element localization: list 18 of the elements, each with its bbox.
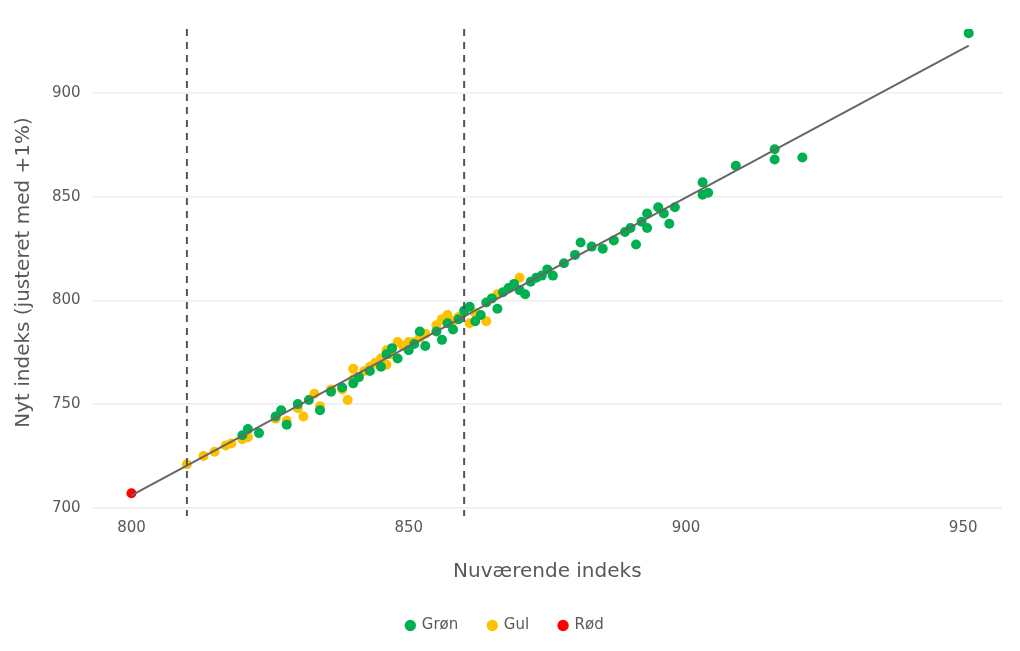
- y-tick-label: 700: [51, 497, 81, 516]
- x-tick-label: 800: [117, 517, 146, 536]
- x-tick-label: 900: [671, 517, 701, 536]
- point: [342, 394, 353, 405]
- x-axis-title: Nuværende indeks: [453, 558, 642, 583]
- legend-label: Grøn: [421, 615, 459, 634]
- legend-label: Gul: [503, 615, 530, 634]
- point: [481, 316, 492, 327]
- point: [298, 411, 309, 422]
- y-axis-title: Nyt indeks (justeret med +1%): [10, 117, 35, 428]
- y-tick-label: 750: [51, 393, 81, 412]
- y-tick-label: 850: [51, 186, 81, 205]
- point: [348, 363, 359, 374]
- x-tick-label: 950: [948, 517, 978, 536]
- legend-label: Rød: [574, 615, 604, 634]
- x-tick-label: 850: [394, 517, 424, 536]
- y-tick-label: 900: [51, 83, 81, 102]
- y-tick-label: 800: [51, 290, 81, 309]
